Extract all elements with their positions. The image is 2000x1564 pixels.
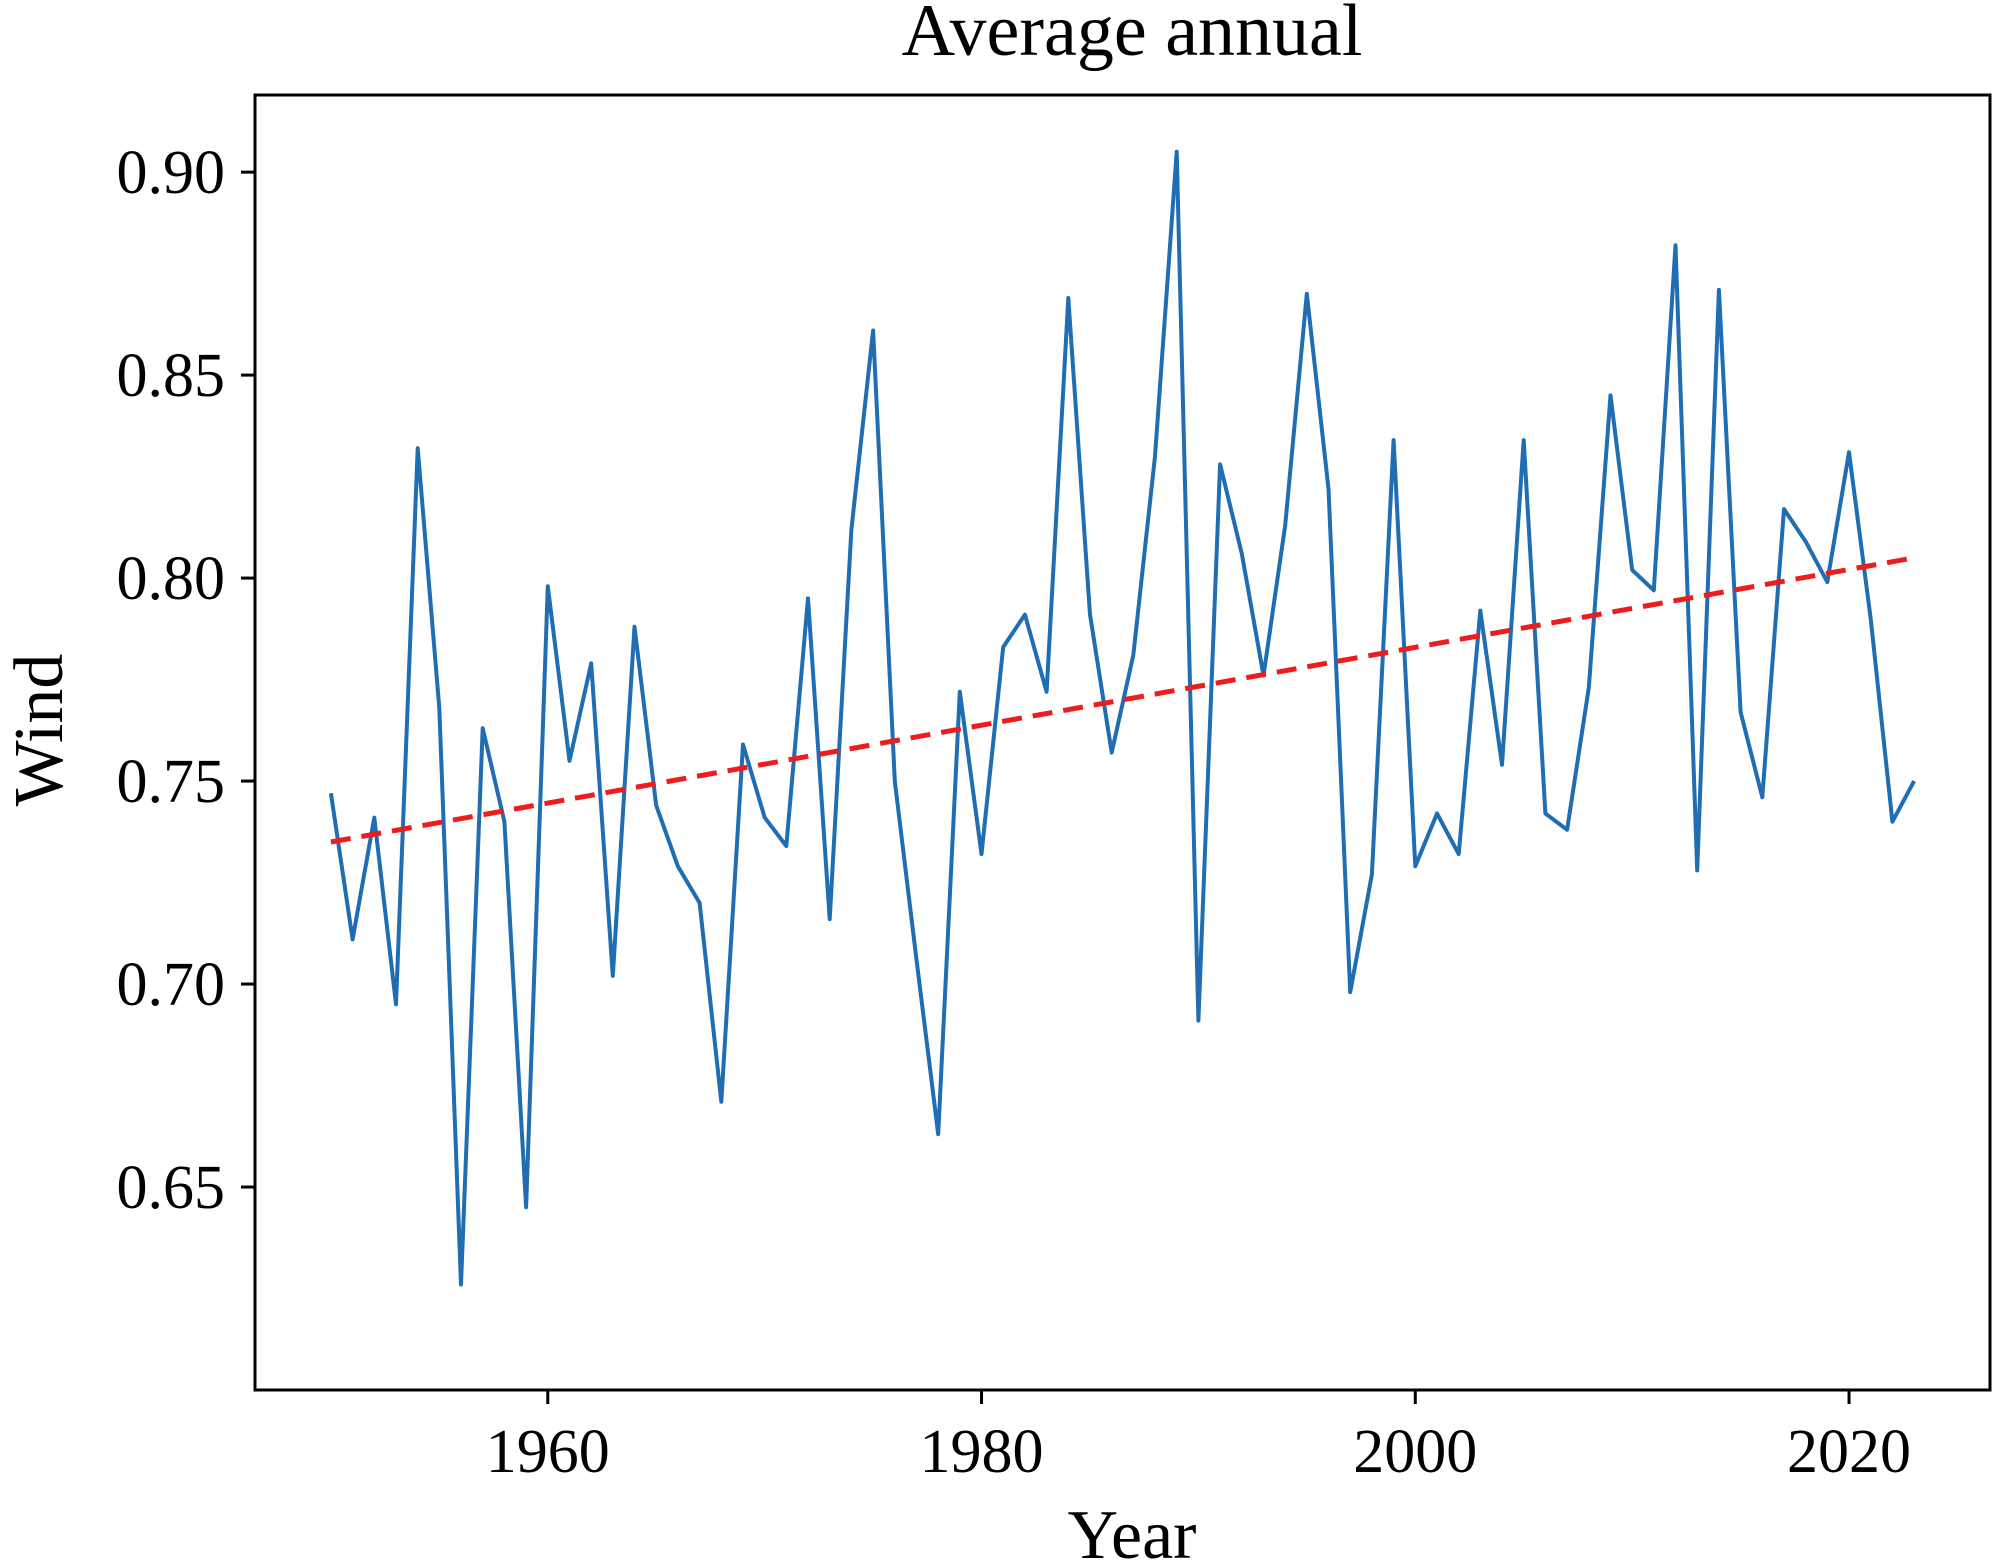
trend-line: [330, 555, 1915, 845]
x-axis-label: Year: [1068, 1497, 1197, 1564]
y-tick-label: 0.65: [117, 1154, 226, 1222]
chart-title: Average annual: [902, 0, 1363, 72]
y-tick-label: 0.75: [117, 748, 226, 816]
y-tick-label: 0.90: [117, 139, 226, 207]
x-tick-label: 1960: [486, 1418, 610, 1486]
series-layer: [328, 149, 1916, 1287]
y-axis-label: Wind: [1, 654, 78, 807]
plot-frame: [253, 93, 1992, 1392]
x-tick-label: 2000: [1353, 1418, 1477, 1486]
x-tick-label: 2020: [1787, 1418, 1911, 1486]
x-tick-label: 1980: [920, 1418, 1044, 1486]
wind-series-line: [328, 149, 1916, 1287]
y-tick-label: 0.80: [117, 545, 226, 613]
ticks-layer: 0.65 0.70 0.75 0.80 0.85 0.90 1960 1980 2000 2020: [117, 139, 1912, 1486]
y-tick-label: 0.85: [117, 342, 226, 410]
y-tick-label: 0.70: [117, 951, 226, 1019]
